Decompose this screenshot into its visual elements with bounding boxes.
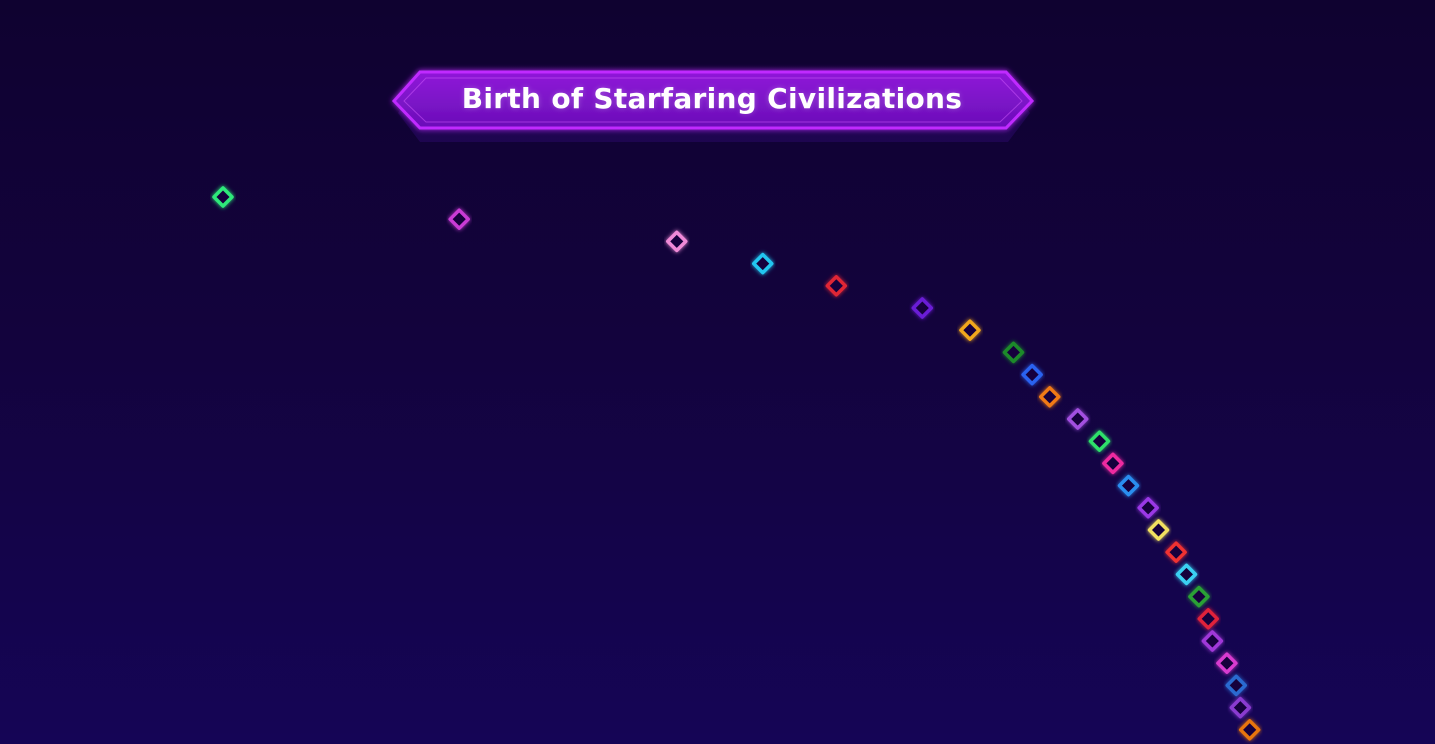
series-lines [221, 195, 1262, 732]
series-marker-12[interactable] [1088, 430, 1111, 452]
series-marker-2[interactable] [448, 208, 470, 230]
series-marker-3[interactable] [666, 230, 688, 253]
series-marker-15[interactable] [1137, 497, 1159, 519]
title-banner-shape [391, 70, 1035, 142]
title-banner: Birth of Starfaring Civilizations [392, 70, 1032, 128]
series-marker-19[interactable] [1188, 585, 1210, 608]
series-marker-11[interactable] [1066, 408, 1089, 430]
series-marker-23[interactable] [1225, 674, 1247, 697]
series-marker-22[interactable] [1216, 652, 1238, 674]
series-marker-18[interactable] [1175, 563, 1198, 586]
series-marker-20[interactable] [1197, 608, 1219, 630]
series-marker-17[interactable] [1165, 541, 1187, 563]
series-marker-9[interactable] [1021, 363, 1043, 386]
series-marker-1[interactable] [212, 186, 234, 208]
series-marker-25[interactable] [1238, 719, 1261, 741]
series-marker-10[interactable] [1038, 386, 1061, 408]
series-marker-16[interactable] [1147, 519, 1170, 541]
series-marker-13[interactable] [1102, 452, 1124, 475]
series-marker-8[interactable] [1002, 341, 1025, 364]
series-marker-14[interactable] [1117, 474, 1140, 497]
background-tracks [60, 195, 1260, 732]
series-markers [212, 186, 1261, 741]
series-marker-21[interactable] [1201, 630, 1224, 652]
series-marker-7[interactable] [959, 319, 981, 341]
series-marker-5[interactable] [825, 275, 848, 297]
series-marker-4[interactable] [752, 252, 774, 275]
series-marker-6[interactable] [911, 297, 934, 319]
chart-title: Birth of Starfaring Civilizations [461, 82, 963, 115]
series-marker-24[interactable] [1229, 696, 1252, 719]
